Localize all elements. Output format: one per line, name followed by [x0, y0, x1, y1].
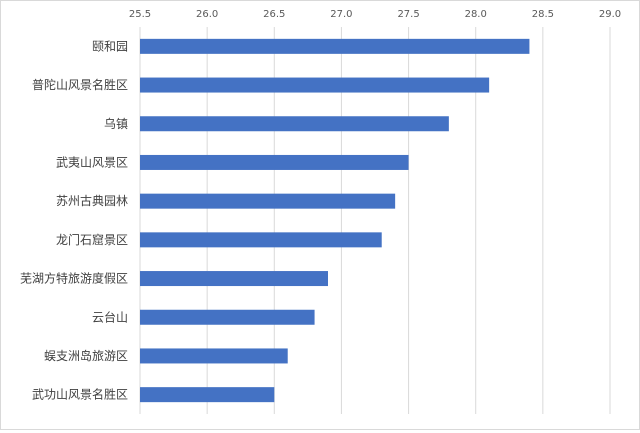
category-labels: 颐和园普陀山风景名胜区乌镇武夷山风景区苏州古典园林龙门石窟景区芜湖方特旅游度假区…: [20, 39, 128, 401]
category-label: 蜈支洲岛旅游区: [44, 348, 128, 363]
x-tick-label: 29.0: [599, 9, 621, 20]
bars: [140, 38, 530, 403]
category-label: 颐和园: [92, 39, 128, 53]
category-label: 乌镇: [104, 116, 128, 131]
x-tick-label: 26.0: [196, 9, 218, 20]
category-label: 武功山风景名胜区: [32, 387, 128, 402]
bar: [140, 309, 315, 325]
x-tick-label: 25.5: [129, 9, 151, 20]
bar: [140, 38, 530, 54]
category-label: 武夷山风景区: [56, 154, 128, 169]
x-tick-label: 28.5: [532, 9, 554, 20]
category-label: 普陀山风景名胜区: [32, 77, 128, 92]
bar: [140, 154, 409, 170]
bar: [140, 348, 288, 364]
category-label: 苏州古典园林: [56, 193, 128, 208]
bar: [140, 116, 449, 132]
bar: [140, 77, 490, 93]
category-label: 云台山: [92, 309, 128, 324]
x-tick-label: 26.5: [263, 9, 285, 20]
x-tick-label: 27.0: [330, 9, 352, 20]
bar: [140, 193, 396, 209]
bar: [140, 232, 382, 248]
x-tick-label: 27.5: [397, 9, 419, 20]
category-label: 芜湖方特旅游度假区: [20, 271, 128, 286]
x-tick-label: 28.0: [465, 9, 487, 20]
bar: [140, 387, 275, 403]
bar: [140, 271, 328, 287]
x-axis-ticks: 25.5 26.0 26.5 27.0 27.5 28.0 28.5 29.0: [129, 9, 621, 20]
category-label: 龙门石窟景区: [56, 232, 128, 247]
